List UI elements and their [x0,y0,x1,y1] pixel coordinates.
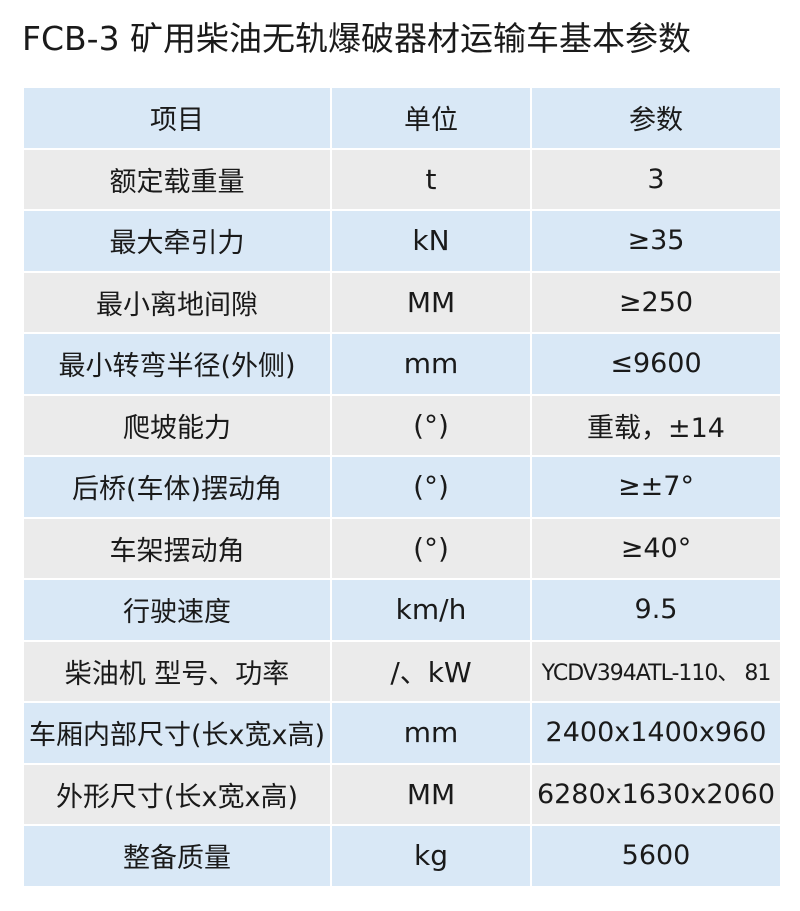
row-param: 5600 [532,826,780,886]
row-unit: kN [332,211,530,271]
row-unit: (°) [332,395,530,455]
row-param: YCDV394ATL-110、 81 [532,641,780,701]
row-item: 最小转弯半径(外侧) [24,334,330,394]
row-param: 重载，±14 [532,395,780,455]
row-unit: (°) [332,518,530,578]
header-param: 参数 [532,88,780,148]
row-param: ≥±7° [532,457,780,517]
row-item: 最小离地间隙 [24,272,330,332]
row-item: 行驶速度 [24,580,330,640]
row-param: ≥35 [532,211,780,271]
row-item: 车架摆动角 [24,518,330,578]
row-unit: /、kW [332,641,530,701]
row-item: 最大牵引力 [24,211,330,271]
row-unit: MM [332,764,530,824]
row-param: ≤9600 [532,334,780,394]
page-title: FCB-3 矿用柴油无轨爆破器材运输车基本参数 [22,19,692,58]
row-unit: km/h [332,580,530,640]
spec-table: 项目 单位 参数 额定载重量 t 3 最大牵引力 kN ≥35 最小离地间隙 MM ≥250 最小… [24,88,780,886]
row-item: 车厢内部尺寸(长x宽x高) [24,703,330,763]
row-unit: mm [332,703,530,763]
row-param: 9.5 [532,580,780,640]
row-unit: kg [332,826,530,886]
header-unit: 单位 [332,88,530,148]
row-param: ≥40° [532,518,780,578]
row-item: 后桥(车体)摆动角 [24,457,330,517]
row-unit: (°) [332,457,530,517]
row-unit: mm [332,334,530,394]
row-unit: t [332,149,530,209]
row-param: 2400x1400x960 [532,703,780,763]
row-item: 整备质量 [24,826,330,886]
row-param: 3 [532,149,780,209]
row-unit: MM [332,272,530,332]
row-item: 额定载重量 [24,149,330,209]
row-param: 6280x1630x2060 [532,764,780,824]
row-item: 外形尺寸(长x宽x高) [24,764,330,824]
row-item: 爬坡能力 [24,395,330,455]
header-item: 项目 [24,88,330,148]
row-item: 柴油机 型号、功率 [24,641,330,701]
row-param: ≥250 [532,272,780,332]
